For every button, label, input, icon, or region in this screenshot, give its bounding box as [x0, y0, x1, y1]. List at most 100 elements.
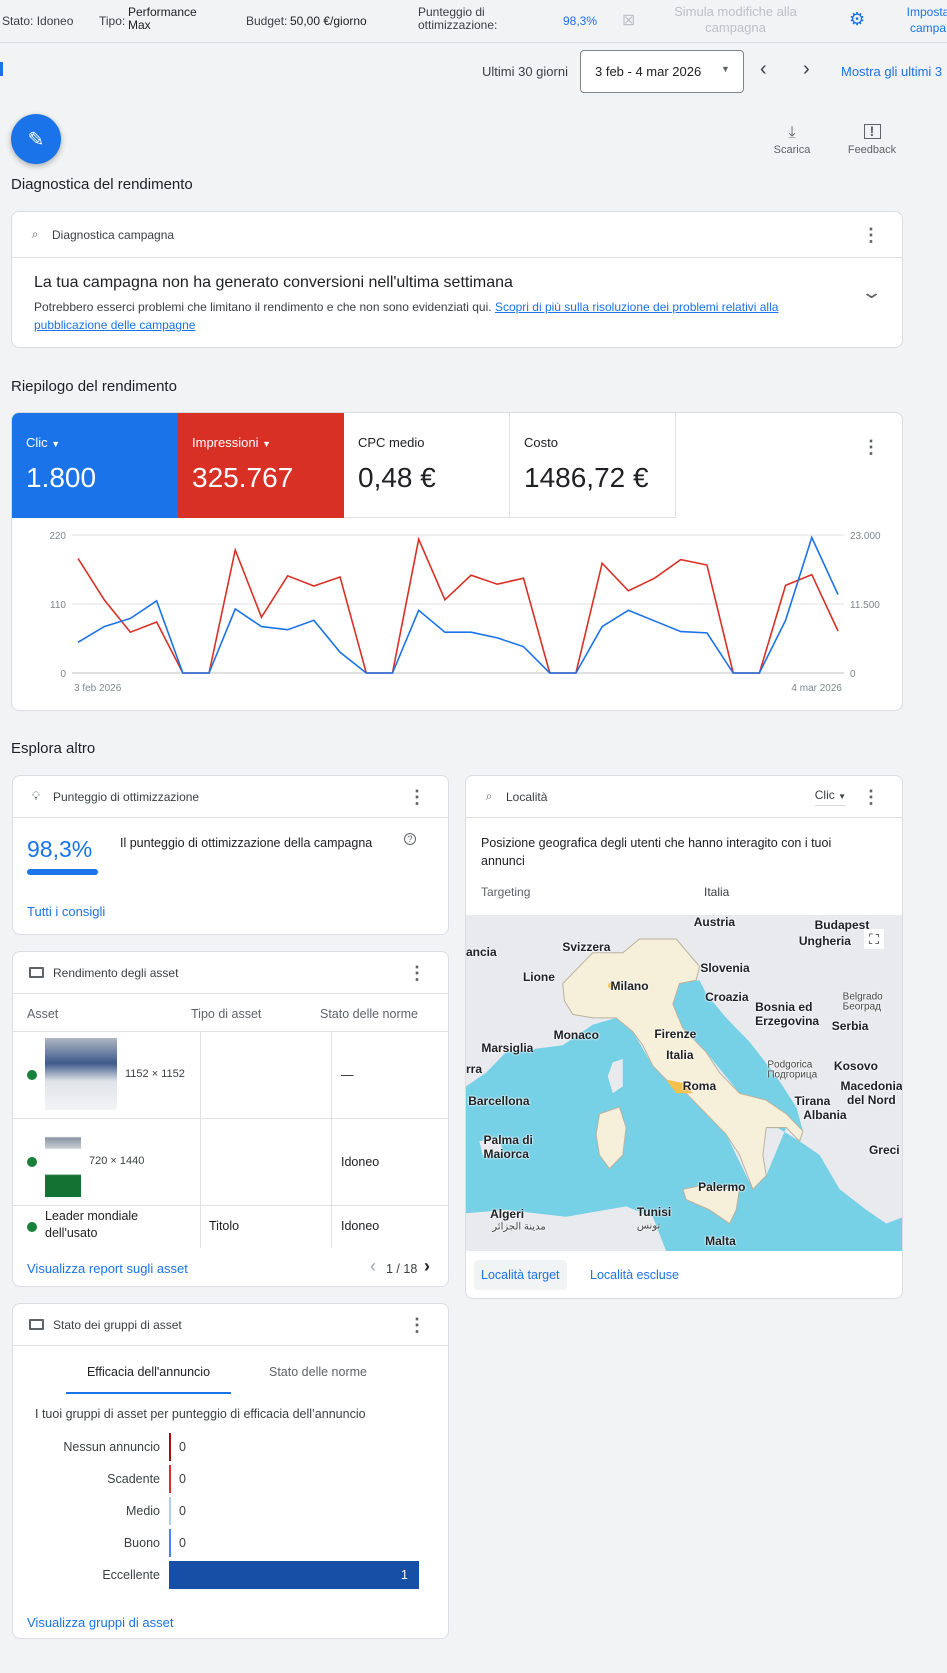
right-axis-tick-label: 0	[850, 669, 856, 680]
x-axis-end-label: 4 mar 2026	[791, 683, 842, 694]
feedback-button[interactable]: ! Feedback	[845, 124, 899, 156]
table-row[interactable]: 720 × 1440 Idoneo	[13, 1119, 448, 1206]
optimization-description: Il punteggio di ottimizzazione della cam…	[120, 836, 373, 850]
ad-strength-bar-chart: Nessun annuncio 0 Scadente 0 Medio 0 Buono 0 Ecc…	[13, 1432, 448, 1592]
campaign-status-bar: Stato: Idoneo Tipo: Performance Max Budg…	[0, 0, 947, 43]
right-axis-tick-label: 23.000	[850, 531, 881, 542]
metric-select-value: Clic	[814, 788, 835, 802]
location-description: Posizione geografica degli utenti che ha…	[481, 836, 832, 868]
column-header: Stato delle norme	[320, 1007, 418, 1021]
tab-target-locations[interactable]: Località target	[474, 1260, 567, 1290]
map-label: Slovenia	[700, 960, 750, 975]
previous-page-chevron-icon[interactable]: ‹	[370, 1256, 376, 1276]
date-range-picker[interactable]: 3 feb - 4 mar 2026 ▼	[580, 50, 744, 93]
map-label: Italia	[666, 1047, 694, 1062]
map-label: Tirana	[794, 1094, 831, 1109]
map-label: Belgrado	[842, 991, 883, 1003]
targeting-value: Italia	[704, 885, 730, 899]
more-options-icon[interactable]: ⋮	[862, 437, 880, 457]
asset-report-link[interactable]: Visualizza report sugli asset	[27, 1261, 188, 1276]
more-options-icon[interactable]: ⋮	[408, 962, 426, 983]
view-asset-groups-link[interactable]: Visualizza gruppi di asset	[27, 1615, 174, 1630]
metric-tile-avg-cpc[interactable]: CPC medio 0,48 €	[344, 413, 510, 518]
column-divider	[331, 1206, 332, 1248]
tab-policy-status[interactable]: Stato delle norme	[269, 1365, 367, 1379]
corsica	[607, 1059, 623, 1094]
next-page-chevron-icon[interactable]: ›	[424, 1256, 430, 1276]
bar-row: Scadente 0	[13, 1464, 448, 1494]
bar-label: Medio	[125, 1504, 160, 1518]
simulate-changes-button[interactable]: Simula modifiche alla campagna	[674, 4, 797, 35]
type-value: Performance Max	[128, 5, 197, 32]
expand-chevron-icon[interactable]: ⌄	[860, 282, 883, 302]
previous-period-chevron-icon[interactable]: ‹	[760, 58, 767, 80]
ad-strength-subtitle: I tuoi gruppi di asset per punteggio di …	[35, 1407, 366, 1421]
optimization-score-value: 98,3%	[27, 836, 93, 862]
asset-image-thumbnail	[45, 1038, 117, 1110]
map-label: rra	[466, 1061, 483, 1076]
download-button[interactable]: ⤓ Scarica	[772, 124, 812, 156]
map-label: Подгорица	[767, 1069, 818, 1081]
budget-value: 50,00 €/giorno	[290, 14, 367, 28]
metric-select[interactable]: Clic ▼	[814, 788, 846, 806]
diagnostic-body-text: Potrebbero esserci problemi che limitano…	[34, 300, 492, 314]
metric-value: 1.800	[26, 462, 97, 493]
metric-value: 325.767	[192, 462, 294, 493]
date-preset-label: Ultimi 30 giorni	[482, 64, 568, 79]
metric-tile-clicks[interactable]: Clic ▼ 1.800	[12, 413, 178, 518]
asset-image-thumbnail	[45, 1125, 81, 1197]
more-options-icon[interactable]: ⋮	[408, 786, 426, 807]
metric-tile-impressions[interactable]: Impressioni ▼ 325.767	[178, 413, 344, 518]
targeting-label: Targeting	[481, 885, 531, 899]
asset-performance-card: Rendimento degli asset ⋮ Asset Tipo di as…	[12, 951, 449, 1287]
table-row[interactable]: Leader mondiale dell'usato Titolo Idoneo	[13, 1206, 448, 1248]
tab-ad-strength[interactable]: Efficacia dell'annuncio	[66, 1350, 231, 1394]
more-options-icon[interactable]: ⋮	[408, 1314, 426, 1335]
bar	[169, 1561, 419, 1589]
column-divider	[200, 1032, 201, 1119]
table-row[interactable]: 1152 × 1152 —	[13, 1032, 448, 1119]
more-options-icon[interactable]: ⋮	[862, 786, 880, 807]
bar-row: Buono 0	[13, 1528, 448, 1558]
map-label: تونس	[636, 1220, 661, 1232]
help-icon[interactable]: ?	[404, 833, 416, 845]
column-divider	[331, 1119, 332, 1206]
asset-dimensions: 1152 × 1152	[125, 1068, 185, 1080]
all-recommendations-link[interactable]: Tutti i consigli	[27, 904, 106, 919]
optimization-score-bar-fill	[27, 869, 98, 875]
bar-value-label: 0	[179, 1472, 186, 1486]
edit-pencil-fab[interactable]: ✎	[11, 114, 61, 164]
diagnostic-body: Potrebbero esserci problemi che limitano…	[34, 298, 804, 334]
map-label: Lione	[522, 970, 555, 985]
bar	[169, 1529, 171, 1557]
map-label: Tunisi	[636, 1205, 672, 1220]
optimization-score-link[interactable]: 98,3%	[563, 14, 598, 28]
map-label: Svizzera	[562, 939, 611, 954]
column-divider	[200, 1206, 201, 1248]
left-axis-tick-label: 110	[50, 600, 66, 611]
settings-gear-icon[interactable]: ⚙	[849, 9, 866, 29]
card-title: Diagnostica campagna	[52, 227, 175, 242]
map-label: Serbia	[831, 1018, 869, 1033]
budget-label: Budget:	[246, 14, 288, 28]
troubleshooting-link[interactable]: Scopri di più sulla risoluzione dei prob…	[34, 300, 779, 332]
bar-row: Medio 0	[13, 1496, 448, 1526]
next-period-chevron-icon[interactable]: ›	[803, 58, 810, 80]
metric-tile-cost[interactable]: Costo 1486,72 €	[510, 413, 676, 518]
fullscreen-icon[interactable]: ⛶	[864, 929, 884, 949]
column-header: Tipo di asset	[191, 1007, 262, 1021]
card-title: Rendimento degli asset	[53, 965, 179, 980]
location-map[interactable]: Austria Budapest Ungheria ancia Svizzera Lion…	[466, 915, 902, 1251]
milano-highlight	[608, 982, 615, 990]
bar-label: Eccellente	[102, 1568, 160, 1582]
map-label: Albania	[803, 1108, 847, 1123]
more-options-icon[interactable]: ⋮	[862, 224, 880, 245]
map-graphic	[466, 915, 902, 1251]
left-edge-indicator	[0, 62, 3, 76]
tab-excluded-locations[interactable]: Località escluse	[590, 1268, 679, 1282]
show-last-period-link[interactable]: Mostra gli ultimi 3	[841, 64, 943, 79]
bar	[169, 1497, 171, 1525]
bar-label: Scadente	[107, 1472, 160, 1486]
date-range-value: 3 feb - 4 mar 2026	[595, 64, 702, 79]
campaign-settings-link[interactable]: Imposta campa	[906, 5, 947, 35]
